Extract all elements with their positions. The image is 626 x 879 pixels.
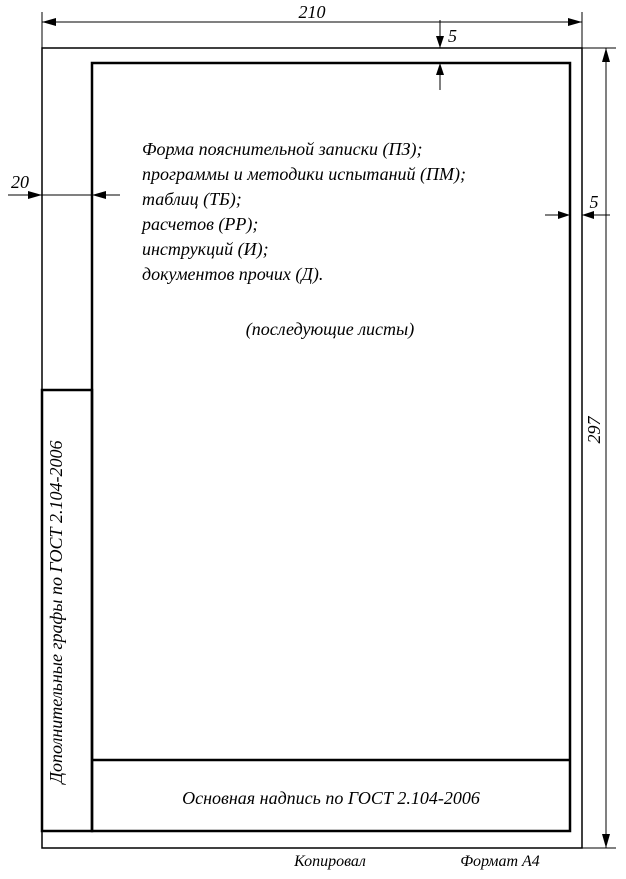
dim-width-label: 210 — [299, 2, 326, 22]
side-column-label: Дополнительные графы по ГОСТ 2.104-2006 — [46, 441, 66, 786]
body-line-5: документов прочих (Д). — [142, 264, 323, 285]
dim-right-margin-label: 5 — [590, 192, 599, 212]
subsequent-sheets-label: (последующие листы) — [246, 319, 414, 340]
dim-left-margin-label: 20 — [11, 172, 29, 192]
gost-frame-diagram: 210 297 5 20 5 Форма пояснител — [0, 0, 626, 879]
footer-format: Формат А4 — [460, 853, 540, 870]
body-line-1: программы и методики испытаний (ПМ); — [142, 164, 466, 185]
dim-right-margin: 5 — [545, 192, 610, 219]
dim-top-width: 210 — [42, 2, 582, 48]
dim-top-margin: 5 — [436, 20, 457, 90]
body-text-block: Форма пояснительной записки (ПЗ); програ… — [140, 139, 466, 340]
body-line-3: расчетов (РР); — [140, 214, 258, 235]
dim-right-height: 297 — [582, 48, 616, 848]
body-line-2: таблиц (ТБ); — [142, 189, 242, 210]
footer-copied: Копировал — [293, 853, 366, 870]
body-line-0: Форма пояснительной записки (ПЗ); — [142, 139, 422, 160]
dim-top-margin-label: 5 — [448, 26, 457, 46]
title-block-label: Основная надпись по ГОСТ 2.104-2006 — [182, 788, 480, 808]
dim-height-label: 297 — [584, 416, 604, 444]
body-line-4: инструкций (И); — [142, 239, 269, 260]
dim-left-margin: 20 — [8, 172, 120, 199]
